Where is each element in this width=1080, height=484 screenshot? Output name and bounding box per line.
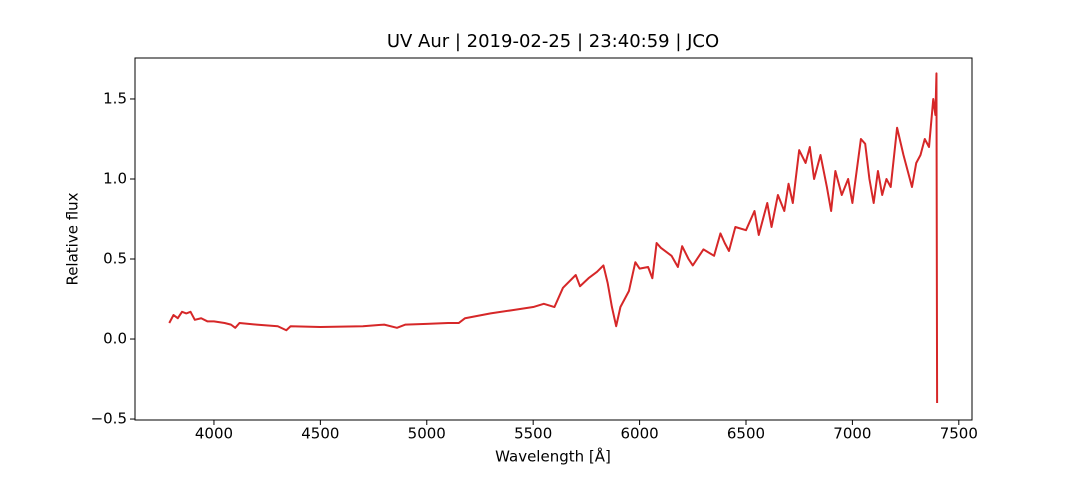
y-tick-label: 1.0 <box>103 169 127 187</box>
y-axis-label: Relative flux <box>64 192 82 285</box>
y-tick-label: 0.0 <box>103 330 127 348</box>
y-tick-label: −0.5 <box>91 410 127 428</box>
data-line <box>168 72 939 404</box>
x-tick-label: 5500 <box>514 425 552 443</box>
plot-frame <box>134 57 973 421</box>
x-tick-label: 5000 <box>408 425 446 443</box>
chart-title: UV Aur | 2019-02-25 | 23:40:59 | JCO <box>387 31 719 52</box>
x-tick-label: 7500 <box>940 425 978 443</box>
y-tick-label: 1.5 <box>103 89 127 107</box>
x-tick-label: 4500 <box>301 425 339 443</box>
x-tick-label: 7000 <box>833 425 871 443</box>
x-tick-label: 4000 <box>195 425 233 443</box>
y-tick-label: 0.5 <box>103 250 127 268</box>
x-axis-label: Wavelength [Å] <box>495 447 611 466</box>
x-tick-label: 6500 <box>727 425 765 443</box>
x-tick-label: 6000 <box>620 425 658 443</box>
